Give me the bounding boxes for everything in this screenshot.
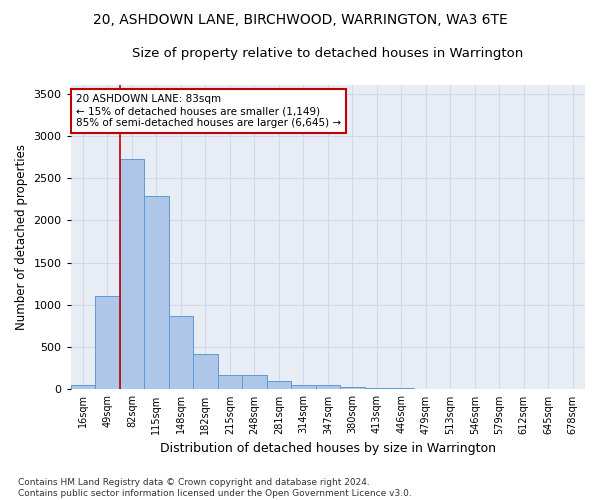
Bar [144, 196, 169, 390]
X-axis label: Distribution of detached houses by size in Warrington: Distribution of detached houses by size … [160, 442, 496, 455]
Y-axis label: Number of detached properties: Number of detached properties [15, 144, 28, 330]
Bar [242, 376, 266, 390]
Bar [218, 374, 242, 390]
Bar [95, 296, 119, 390]
Bar [316, 385, 340, 390]
Text: Contains HM Land Registry data © Crown copyright and database right 2024.
Contai: Contains HM Land Registry data © Crown c… [18, 478, 412, 498]
Text: 20, ASHDOWN LANE, BIRCHWOOD, WARRINGTON, WA3 6TE: 20, ASHDOWN LANE, BIRCHWOOD, WARRINGTON,… [92, 12, 508, 26]
Bar [365, 388, 389, 390]
Bar [340, 387, 365, 390]
Bar [169, 316, 193, 390]
Bar [119, 159, 144, 390]
Bar [291, 385, 316, 390]
Text: 20 ASHDOWN LANE: 83sqm
← 15% of detached houses are smaller (1,149)
85% of semi-: 20 ASHDOWN LANE: 83sqm ← 15% of detached… [76, 94, 341, 128]
Bar [193, 354, 218, 390]
Bar [266, 382, 291, 390]
Bar [389, 388, 413, 390]
Bar [71, 385, 95, 390]
Title: Size of property relative to detached houses in Warrington: Size of property relative to detached ho… [132, 48, 523, 60]
